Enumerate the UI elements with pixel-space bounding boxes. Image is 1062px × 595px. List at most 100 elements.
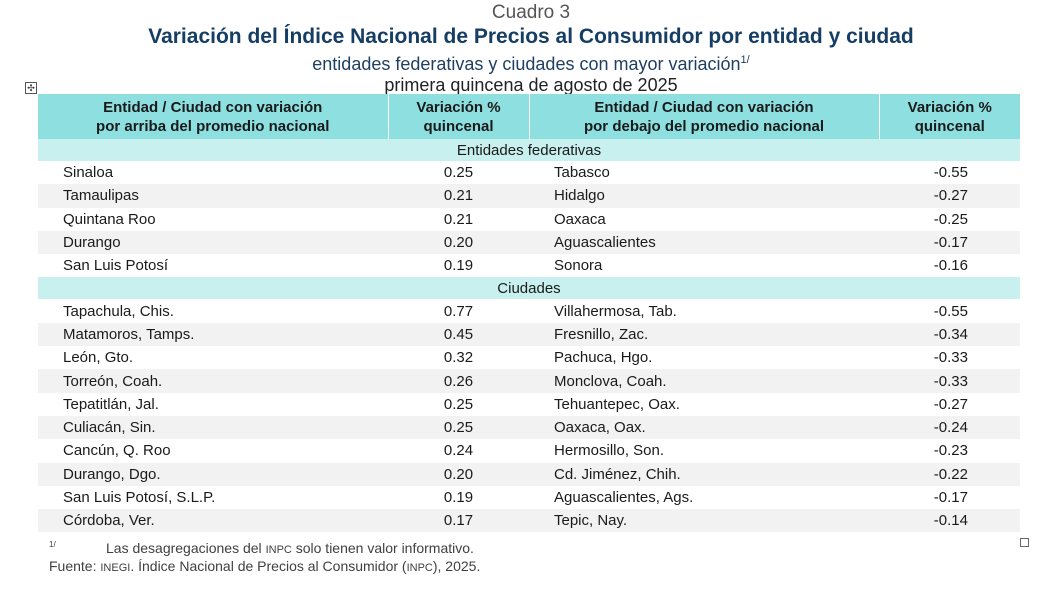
above-variation-cell: 0.20 (388, 230, 529, 255)
table-resize-icon[interactable] (1020, 538, 1029, 547)
header-above-line1: Entidad / Ciudad con variación (103, 98, 323, 116)
above-name-cell: Córdoba, Ver. (38, 509, 388, 533)
table-row: Córdoba, Ver. 0.17 Tepic, Nay. -0.14 (38, 509, 1020, 533)
table-row: Tamaulipas 0.21 Hidalgo -0.27 (38, 184, 1020, 208)
footnote-mark: 1/ (49, 540, 56, 549)
section-label: Entidades federativas (38, 139, 1020, 161)
table-row: Torreón, Coah. 0.26 Monclova, Coah. -0.33 (38, 369, 1020, 393)
below-variation-cell: -0.34 (879, 322, 1020, 347)
table-body: Entidades federativas Sinaloa 0.25 Tabasco -… (38, 139, 1020, 533)
title-block: Cuadro 3 Variación del Índice Nacional d… (0, 2, 1062, 96)
header-below-variation-line1: Variación % (907, 98, 992, 116)
header-below-variation: Variación % quincenal (878, 94, 1020, 139)
below-name-cell: Aguascalientes (529, 230, 879, 255)
above-variation-cell: 0.19 (443, 489, 474, 506)
table-label: Cuadro 3 (491, 2, 571, 23)
source-text-before: . Índice Nacional de Precios al Consumid… (130, 558, 407, 574)
below-name-cell: Monclova, Coah. (529, 369, 879, 393)
footnote-text-before: Las desagregaciones del (106, 540, 266, 556)
header-below: Entidad / Ciudad con variación por debajo… (528, 94, 879, 139)
above-name-cell: Torreón, Coah. (38, 369, 388, 393)
subtitle-text: entidades federativas y ciudades con may… (312, 54, 741, 74)
table-move-icon[interactable]: ✣ (25, 82, 37, 94)
table-row: Sinaloa 0.25 Tabasco -0.55 (38, 161, 1020, 184)
above-variation-cell: 0.17 (388, 509, 529, 533)
above-name-cell: Cancún, Q. Roo (63, 442, 171, 460)
above-name-cell: Quintana Roo (63, 210, 156, 228)
above-name-cell: Matamoros, Tamps. (38, 322, 388, 347)
above-name-cell: Durango, Dgo. (38, 462, 388, 486)
above-variation-cell: 0.19 (443, 257, 474, 275)
below-name-cell: Fresnillo, Zac. (529, 322, 879, 347)
table-title: Variación del Índice Nacional de Precios… (148, 25, 914, 48)
above-variation-cell: 0.26 (388, 369, 529, 393)
above-name-cell: Tapachula, Chis. (63, 302, 174, 320)
below-name-cell: Villahermosa, Tab. (554, 302, 677, 320)
below-variation-cell: -0.14 (879, 509, 1020, 533)
above-variation-cell: 0.25 (443, 395, 474, 413)
below-variation-cell: -0.27 (933, 395, 968, 413)
header-above-variation-line1: Variación % (416, 98, 501, 116)
section-row: Ciudades (38, 277, 1020, 300)
table-row: Cancún, Q. Roo 0.24 Hermosillo, Son. -0.23 (38, 439, 1020, 462)
above-variation-cell: 0.25 (443, 164, 474, 182)
source-note: Fuente: INEGI. Índice Nacional de Precio… (49, 558, 480, 574)
above-variation-cell: 0.77 (443, 302, 474, 320)
above-variation-cell: 0.21 (388, 184, 529, 208)
header-above-variation: Variación % quincenal (387, 94, 529, 139)
below-name-cell: Tehuantepec, Oax. (554, 395, 680, 413)
above-name-cell: León, Gto. (63, 349, 134, 367)
section-row: Entidades federativas (38, 139, 1020, 161)
below-name-cell: Hidalgo (529, 184, 879, 208)
above-name-cell: San Luis Potosí (63, 257, 169, 275)
above-name-cell: Tepatitlán, Jal. (63, 395, 159, 413)
below-name-cell: Aguascalientes, Ags. (554, 489, 694, 506)
below-name-cell: Oaxaca, Oax. (529, 415, 879, 440)
above-variation-cell: 0.24 (443, 442, 474, 460)
above-variation-cell: 0.45 (388, 322, 529, 347)
below-variation-cell: -0.23 (933, 442, 968, 460)
footnote: 1/Las desagregaciones del INPC solo tien… (49, 540, 474, 556)
table-row: Matamoros, Tamps. 0.45 Fresnillo, Zac. -0.3… (38, 322, 1020, 347)
below-name-cell: Oaxaca (554, 210, 606, 228)
above-name-cell: Tamaulipas (38, 184, 388, 208)
above-variation-cell: 0.21 (443, 210, 474, 228)
header-below-variation-line2: quincenal (914, 117, 985, 135)
below-variation-cell: -0.22 (879, 462, 1020, 486)
below-name-cell: Hermosillo, Son. (554, 442, 665, 460)
inpc-table: Entidad / Ciudad con variación por arriba… (38, 94, 1020, 533)
above-name-cell: Sinaloa (63, 164, 114, 182)
below-name-cell: Cd. Jiménez, Chih. (529, 462, 879, 486)
below-variation-cell: -0.33 (933, 349, 968, 367)
header-above-line2: por arriba del promedio nacional (96, 117, 330, 135)
above-variation-cell: 0.20 (388, 462, 529, 486)
below-variation-cell: -0.25 (933, 210, 968, 228)
footnote-abbr: INPC (265, 544, 292, 556)
table-row: León, Gto. 0.32 Pachuca, Hgo. -0.33 (38, 346, 1020, 369)
table-row: Tapachula, Chis. 0.77 Villahermosa, Tab. -0… (38, 299, 1020, 322)
section-label: Ciudades (38, 277, 1020, 300)
above-name-cell: Durango (38, 230, 388, 255)
subtitle-note: 1/ (740, 54, 750, 66)
above-variation-cell: 0.32 (443, 349, 474, 367)
above-name-cell: San Luis Potosí, S.L.P. (63, 489, 216, 506)
footnote-text-after: solo tienen valor informativo. (291, 540, 474, 556)
header-row: Entidad / Ciudad con variación por arriba… (38, 94, 1020, 139)
source-abbr: INPC (406, 562, 433, 574)
above-name-cell: Culiacán, Sin. (38, 415, 388, 440)
header-below-line2: por debajo del promedio nacional (583, 117, 825, 135)
below-variation-cell: -0.55 (933, 302, 968, 320)
below-name-cell: Tabasco (554, 164, 610, 182)
below-variation-cell: -0.17 (879, 230, 1020, 255)
header-below-line1: Entidad / Ciudad con variación (594, 98, 814, 116)
source-text-after: ), 2025. (432, 558, 481, 574)
above-variation-cell: 0.25 (388, 415, 529, 440)
below-variation-cell: -0.27 (879, 184, 1020, 208)
table-row: San Luis Potosí 0.19 Sonora -0.16 (38, 254, 1020, 277)
below-variation-cell: -0.17 (933, 489, 968, 506)
table-row: Quintana Roo 0.21 Oaxaca -0.25 (38, 208, 1020, 231)
table-row: San Luis Potosí, S.L.P. 0.19 Aguascaliente… (38, 486, 1020, 509)
header-above-variation-line2: quincenal (423, 117, 494, 135)
table-period: primera quincena de agosto de 2025 (384, 75, 678, 95)
below-variation-cell: -0.33 (879, 369, 1020, 393)
